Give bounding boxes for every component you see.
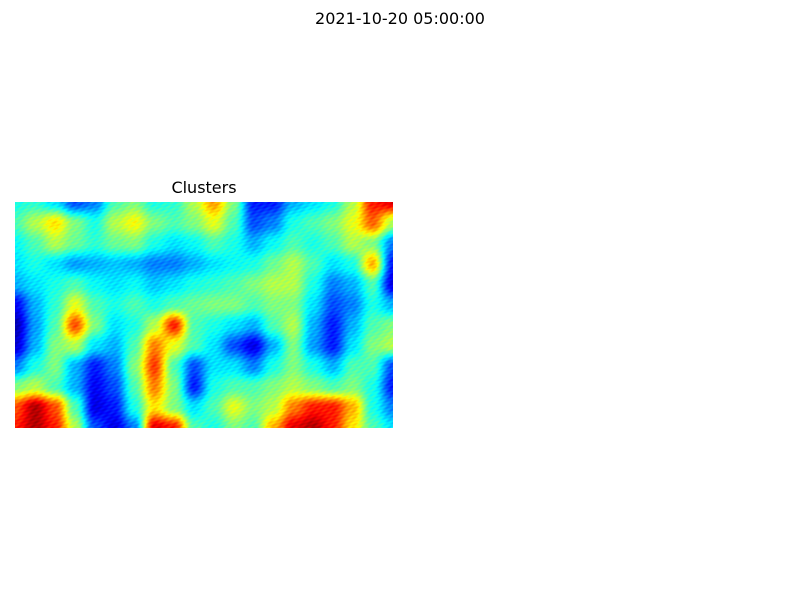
heatmap-title: Clusters bbox=[171, 178, 237, 197]
cluster-heatmap bbox=[15, 202, 393, 428]
figure-suptitle: 2021-10-20 05:00:00 bbox=[315, 9, 485, 28]
